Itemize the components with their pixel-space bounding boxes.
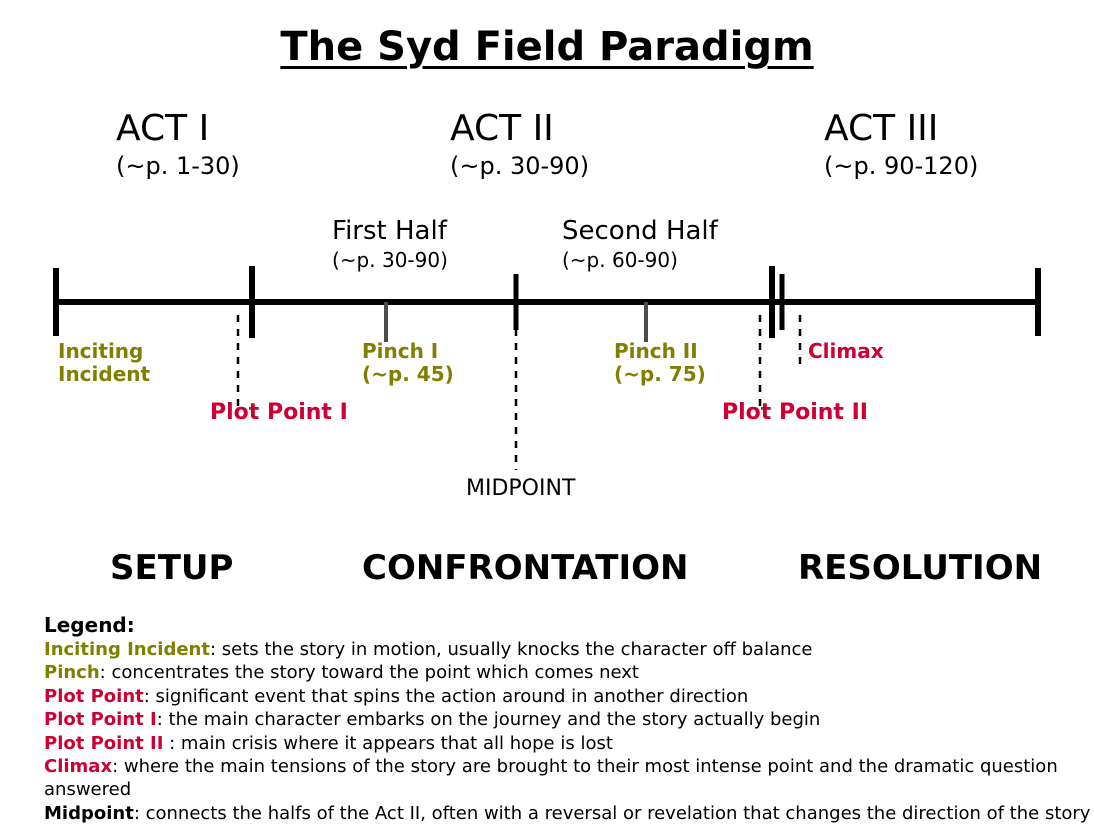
first-half-pages: (~p. 30-90) xyxy=(332,248,448,272)
phase-resolution: RESOLUTION xyxy=(798,548,1042,588)
legend-item: Midpoint: connects the halfs of the Act … xyxy=(44,802,1094,825)
legend-title: Legend: xyxy=(44,612,1094,638)
midpoint-label: MIDPOINT xyxy=(466,476,575,501)
first-half-label: First Half xyxy=(332,216,447,246)
act3-label: ACT III xyxy=(824,108,938,149)
legend-item: Pinch: concentrates the story toward the… xyxy=(44,661,1094,684)
legend-block: Legend: Inciting Incident: sets the stor… xyxy=(44,612,1094,825)
plot-point-1-label: Plot Point I xyxy=(210,400,348,425)
legend-item: Inciting Incident: sets the story in mot… xyxy=(44,638,1094,661)
plot-point-2-label: Plot Point II xyxy=(722,400,868,425)
second-half-label: Second Half xyxy=(562,216,718,246)
second-half-pages: (~p. 60-90) xyxy=(562,248,678,272)
act1-pages: (~p. 1-30) xyxy=(116,152,240,180)
act1-label: ACT I xyxy=(116,108,209,149)
phase-setup: SETUP xyxy=(110,548,233,588)
pinch1-label: Pinch I(~p. 45) xyxy=(362,340,454,386)
act2-label: ACT II xyxy=(450,108,554,149)
act3-pages: (~p. 90-120) xyxy=(824,152,978,180)
climax-label: Climax xyxy=(808,340,884,363)
act2-pages: (~p. 30-90) xyxy=(450,152,589,180)
phase-confrontation: CONFRONTATION xyxy=(362,548,689,588)
legend-item: Plot Point: significant event that spins… xyxy=(44,685,1094,708)
legend-item: Plot Point I: the main character embarks… xyxy=(44,708,1094,731)
pinch2-label: Pinch II(~p. 75) xyxy=(614,340,706,386)
legend-item: Climax: where the main tensions of the s… xyxy=(44,755,1094,802)
legend-item: Plot Point II : main crisis where it app… xyxy=(44,732,1094,755)
inciting-incident-label: IncitingIncident xyxy=(58,340,150,386)
